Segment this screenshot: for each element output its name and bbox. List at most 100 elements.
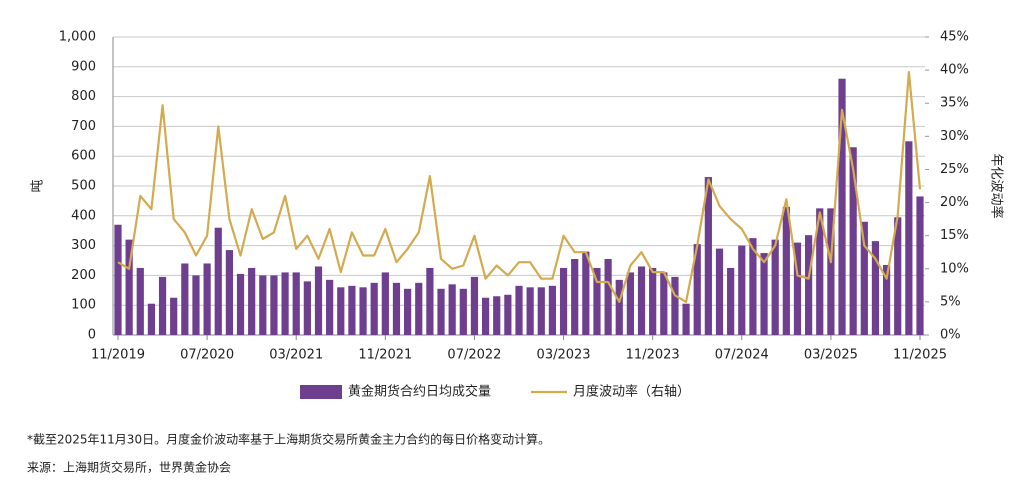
bar [871, 241, 880, 335]
bar [426, 267, 434, 335]
bar [270, 275, 278, 335]
bar [314, 266, 323, 335]
bar [337, 287, 345, 335]
legend-swatch [300, 385, 342, 399]
bar [370, 282, 378, 335]
y-tick-label: 600 [71, 149, 96, 164]
bar [582, 251, 590, 335]
bar [203, 263, 211, 335]
bar [860, 221, 868, 335]
y2-tick-label: 20% [940, 195, 969, 210]
bar [359, 287, 367, 335]
bar [136, 267, 144, 335]
source: 来源：上海期货交易所，世界黄金协会 [27, 460, 231, 475]
x-tick-label: 11/2019 [91, 348, 145, 363]
bar [649, 267, 657, 335]
y2-tick-label: 45% [940, 30, 969, 45]
y-tick-label: 100 [71, 298, 96, 313]
x-tick-label: 11/2021 [358, 348, 412, 363]
bar [281, 272, 289, 335]
legend-label: 黄金期货合约日均成交量 [348, 384, 491, 400]
y-tick-label: 700 [71, 119, 96, 134]
x-tick-label: 11/2025 [893, 348, 947, 363]
bar [671, 276, 679, 335]
bar [158, 276, 167, 335]
bar [147, 303, 156, 335]
x-tick-label: 03/2023 [537, 348, 591, 363]
bar [805, 235, 813, 335]
bar [125, 239, 133, 335]
bar [827, 208, 835, 335]
bar [571, 259, 579, 335]
bar [404, 288, 412, 335]
y-tick-label: 500 [71, 179, 96, 194]
bar [470, 276, 479, 335]
y2-tick-label: 0% [940, 328, 961, 343]
bar [626, 272, 634, 335]
y-tick-label: 800 [71, 89, 96, 104]
bar [526, 287, 534, 335]
bar [248, 267, 256, 335]
x-tick-label: 07/2020 [180, 348, 234, 363]
bar [771, 239, 779, 335]
x-tick-label: 03/2021 [269, 348, 323, 363]
legend-label: 月度波动率（右轴） [573, 384, 690, 400]
bar [225, 250, 233, 335]
x-tick-label: 03/2025 [804, 348, 858, 363]
bar [738, 245, 746, 335]
y2-tick-label: 5% [940, 294, 961, 309]
bar [537, 287, 545, 335]
bar [894, 217, 902, 335]
y-tick-label: 300 [71, 238, 96, 253]
bar [749, 238, 757, 335]
bar [415, 282, 423, 335]
bar [793, 242, 802, 335]
bar [292, 272, 300, 335]
y-tick-label: 400 [71, 208, 96, 223]
bar [637, 266, 646, 335]
bar [504, 294, 512, 335]
y2-tick-label: 40% [940, 63, 969, 78]
bar [392, 282, 401, 335]
x-tick-label: 07/2024 [715, 348, 769, 363]
bar [615, 279, 623, 335]
bar [916, 196, 924, 335]
y2-axis-title: 年化波动率 [989, 153, 1005, 218]
bar [114, 224, 122, 335]
bar [493, 296, 501, 335]
bar [882, 264, 891, 335]
bar [682, 303, 690, 335]
x-tick-label: 11/2023 [626, 348, 680, 363]
bar [905, 141, 913, 335]
bar [214, 227, 222, 335]
bar [348, 285, 356, 335]
bar [515, 285, 523, 335]
bar [604, 259, 612, 335]
bar [849, 147, 857, 335]
bar [782, 206, 790, 335]
bar [236, 273, 245, 335]
bar [660, 272, 668, 335]
y-tick-label: 200 [71, 268, 96, 283]
bar [481, 297, 490, 335]
bar [192, 275, 200, 335]
y2-tick-label: 25% [940, 162, 969, 177]
bar [259, 275, 267, 335]
y-tick-label: 1,000 [59, 30, 96, 45]
y2-tick-label: 10% [940, 261, 969, 276]
bar [459, 288, 467, 335]
bar [303, 281, 311, 335]
bar [838, 78, 846, 335]
bar [727, 267, 735, 335]
y-tick-label: 900 [71, 59, 96, 74]
bar [593, 267, 601, 335]
bar [448, 284, 456, 335]
y2-tick-label: 15% [940, 228, 969, 243]
bar [693, 244, 701, 335]
y-axis-title: 吨 [31, 179, 46, 192]
bar [181, 263, 189, 335]
bar [170, 297, 178, 335]
bar [559, 267, 568, 335]
y2-tick-label: 30% [940, 129, 969, 144]
